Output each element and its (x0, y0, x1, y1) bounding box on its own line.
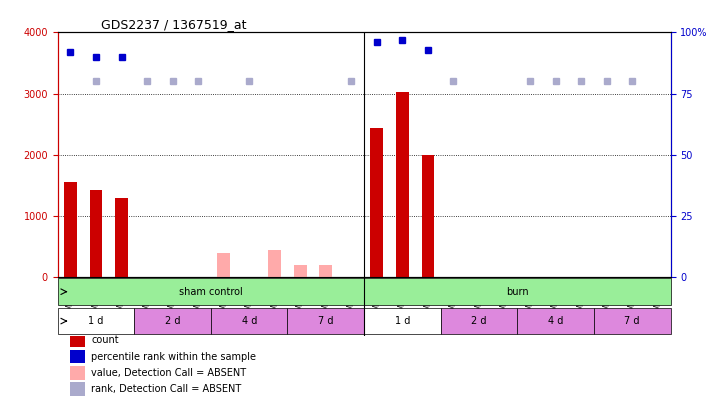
Bar (294, 265, 306, 277)
Bar (64, 182, 77, 277)
Text: GDS2237 / 1367519_at: GDS2237 / 1367519_at (101, 18, 246, 31)
Bar (396, 92, 409, 277)
Bar (89, 190, 102, 277)
Text: 4 d: 4 d (548, 316, 563, 326)
FancyBboxPatch shape (594, 308, 671, 334)
Text: 2 d: 2 d (472, 316, 487, 326)
Text: 1 d: 1 d (88, 316, 104, 326)
Text: rank, Detection Call = ABSENT: rank, Detection Call = ABSENT (92, 384, 242, 394)
Text: 2 d: 2 d (165, 316, 180, 326)
Text: value, Detection Call = ABSENT: value, Detection Call = ABSENT (92, 368, 247, 378)
Bar (115, 198, 128, 277)
Bar (319, 265, 332, 277)
Text: 1 d: 1 d (394, 316, 410, 326)
FancyBboxPatch shape (441, 308, 518, 334)
FancyBboxPatch shape (58, 279, 364, 305)
Text: burn: burn (506, 287, 528, 297)
FancyBboxPatch shape (518, 308, 594, 334)
Bar (268, 249, 281, 277)
Text: sham control: sham control (179, 287, 243, 297)
Bar (371, 128, 384, 277)
Bar (217, 253, 230, 277)
Bar (70, 382, 85, 396)
Bar (70, 366, 85, 380)
FancyBboxPatch shape (364, 308, 441, 334)
Bar (422, 156, 434, 277)
Text: 7 d: 7 d (624, 316, 640, 326)
FancyBboxPatch shape (364, 279, 671, 305)
Bar (70, 333, 85, 347)
Text: 4 d: 4 d (242, 316, 257, 326)
FancyBboxPatch shape (134, 308, 211, 334)
FancyBboxPatch shape (211, 308, 288, 334)
Text: 7 d: 7 d (318, 316, 334, 326)
Bar (70, 350, 85, 363)
FancyBboxPatch shape (288, 308, 364, 334)
FancyBboxPatch shape (58, 308, 134, 334)
Text: count: count (92, 335, 119, 345)
Text: percentile rank within the sample: percentile rank within the sample (92, 352, 257, 362)
